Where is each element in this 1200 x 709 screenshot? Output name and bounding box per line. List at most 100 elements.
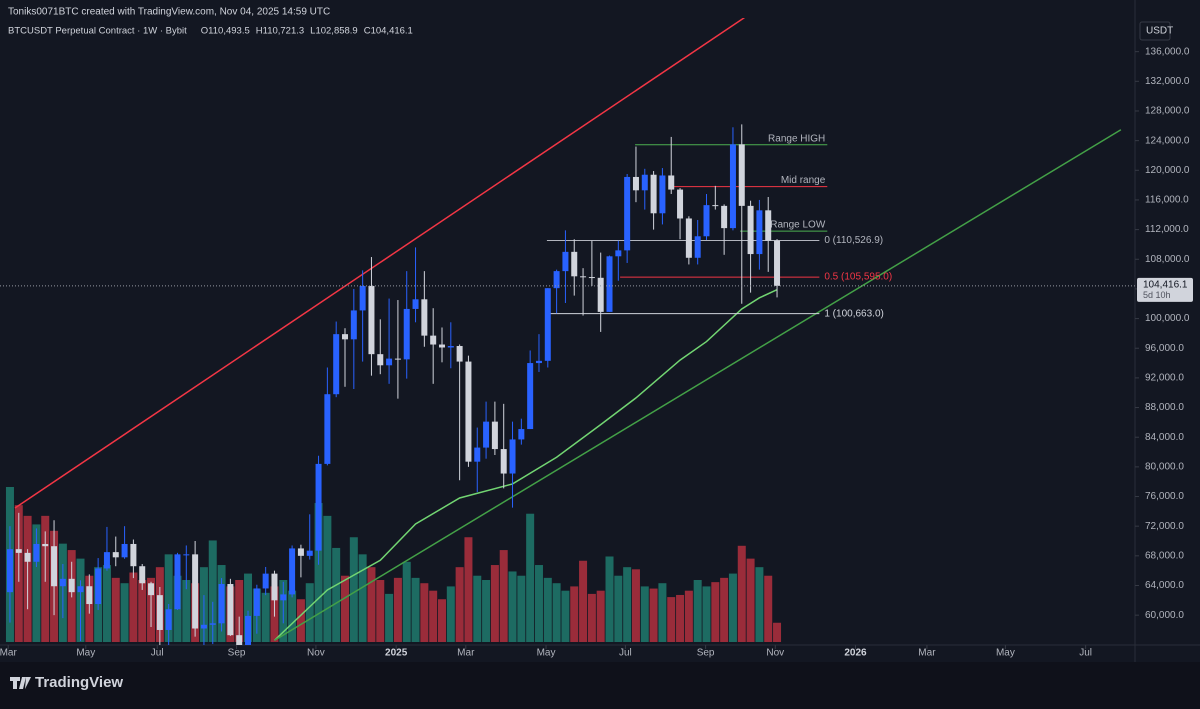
brand-logo: TradingView bbox=[10, 674, 123, 691]
last-price-box bbox=[1137, 277, 1193, 302]
y-tick-label: 76,000.0 bbox=[1145, 491, 1184, 502]
candle-body bbox=[262, 573, 269, 589]
y-tick-label: 100,000.0 bbox=[1145, 313, 1190, 324]
volume-bar bbox=[755, 567, 764, 642]
candle-body bbox=[51, 546, 58, 587]
volume-bar bbox=[702, 586, 711, 642]
y-tick-label: 84,000.0 bbox=[1145, 432, 1184, 443]
candle-body bbox=[615, 250, 622, 257]
volume-bar bbox=[587, 593, 596, 642]
volume-bar bbox=[614, 575, 623, 642]
candle-body bbox=[491, 421, 498, 450]
candle-body bbox=[24, 552, 31, 562]
candle-body bbox=[297, 548, 304, 556]
candle-body bbox=[597, 277, 604, 312]
volume-bar bbox=[482, 580, 491, 642]
ohlc-value: L102,858.9 bbox=[310, 26, 358, 37]
y-tick-label: 60,000.0 bbox=[1145, 610, 1184, 621]
candle-body bbox=[650, 174, 657, 214]
candle-body bbox=[403, 308, 410, 360]
candle-body bbox=[765, 210, 772, 241]
candle-body bbox=[6, 549, 13, 593]
volume-bar bbox=[120, 583, 129, 642]
volume-bar bbox=[667, 597, 676, 642]
candle-body bbox=[139, 566, 146, 584]
volume-bar bbox=[764, 575, 773, 642]
volume-bar bbox=[658, 583, 667, 642]
y-tick-label: 92,000.0 bbox=[1145, 373, 1184, 384]
candle-body bbox=[253, 588, 260, 616]
x-tick-label: Jul bbox=[619, 648, 632, 659]
x-tick-label: May bbox=[996, 648, 1015, 659]
candle-body bbox=[306, 550, 313, 556]
candle-body bbox=[430, 335, 437, 345]
x-tick-label: Nov bbox=[766, 648, 784, 659]
y-tick-label: 120,000.0 bbox=[1145, 165, 1190, 176]
volume-bar bbox=[623, 567, 632, 642]
candle-body bbox=[535, 360, 542, 364]
volume-bar bbox=[32, 524, 41, 642]
candle-body bbox=[677, 189, 684, 219]
volume-bar bbox=[746, 558, 755, 642]
level-label: Mid range bbox=[781, 175, 826, 186]
y-tick-label: 72,000.0 bbox=[1145, 521, 1184, 532]
y-tick-label: 116,000.0 bbox=[1145, 195, 1189, 206]
candle-body bbox=[694, 236, 701, 258]
candle-body bbox=[42, 543, 49, 547]
ohlc-value: O110,493.5 bbox=[201, 26, 250, 37]
countdown: 5d 10h bbox=[1143, 290, 1171, 300]
candle-body bbox=[588, 277, 595, 279]
candle-body bbox=[368, 285, 375, 355]
volume-bar bbox=[473, 575, 482, 642]
currency: USDT bbox=[1146, 26, 1173, 37]
candle-body bbox=[103, 552, 110, 569]
candle-body bbox=[756, 210, 763, 255]
candle-body bbox=[518, 429, 525, 440]
candle-body bbox=[738, 144, 745, 206]
candle-body bbox=[86, 586, 93, 605]
volume-bar bbox=[676, 594, 685, 642]
volume-bar bbox=[367, 567, 376, 642]
volume-bar bbox=[182, 580, 191, 642]
volume-bar bbox=[464, 537, 473, 642]
candle-body bbox=[15, 549, 22, 553]
y-tick-label: 88,000.0 bbox=[1145, 402, 1184, 413]
candle-body bbox=[33, 543, 40, 562]
plot bbox=[0, 18, 1135, 645]
candle-body bbox=[192, 554, 199, 629]
candle-body bbox=[236, 635, 243, 645]
candle-body bbox=[703, 205, 710, 237]
candle-body bbox=[130, 543, 137, 567]
symbol-legend: BTCUSDT Perpetual Contract · 1W · Bybit … bbox=[8, 26, 413, 37]
volume-bar bbox=[261, 592, 270, 642]
candle-body bbox=[324, 394, 331, 464]
volume-bar bbox=[102, 565, 111, 642]
last-price-label: 104,416.1 bbox=[1143, 279, 1188, 290]
candle-body bbox=[342, 334, 349, 340]
volume-bar bbox=[111, 577, 120, 642]
volume-bar bbox=[684, 590, 693, 642]
moving-average bbox=[273, 288, 778, 641]
volume-bar bbox=[314, 503, 323, 642]
volume-bar bbox=[561, 590, 570, 642]
candle-body bbox=[447, 346, 454, 348]
volume-bar bbox=[720, 577, 729, 642]
candle-body bbox=[712, 205, 719, 207]
volume-bar bbox=[288, 590, 297, 642]
candle-body bbox=[641, 174, 648, 191]
volume-bar bbox=[437, 599, 446, 642]
candle-body bbox=[421, 299, 428, 336]
candle-body bbox=[580, 276, 587, 278]
volume-bar bbox=[526, 513, 535, 642]
candle-body bbox=[500, 449, 507, 474]
volume-bar bbox=[323, 515, 332, 642]
candle-body bbox=[315, 463, 322, 551]
volume-bar bbox=[358, 554, 367, 642]
volume-bar bbox=[728, 573, 737, 642]
volume-bar bbox=[305, 583, 314, 642]
candle-body bbox=[571, 251, 578, 277]
volume-bar bbox=[517, 575, 526, 642]
candle-body bbox=[624, 176, 631, 251]
candle-body bbox=[183, 554, 190, 556]
x-tick-label: Nov bbox=[307, 648, 325, 659]
